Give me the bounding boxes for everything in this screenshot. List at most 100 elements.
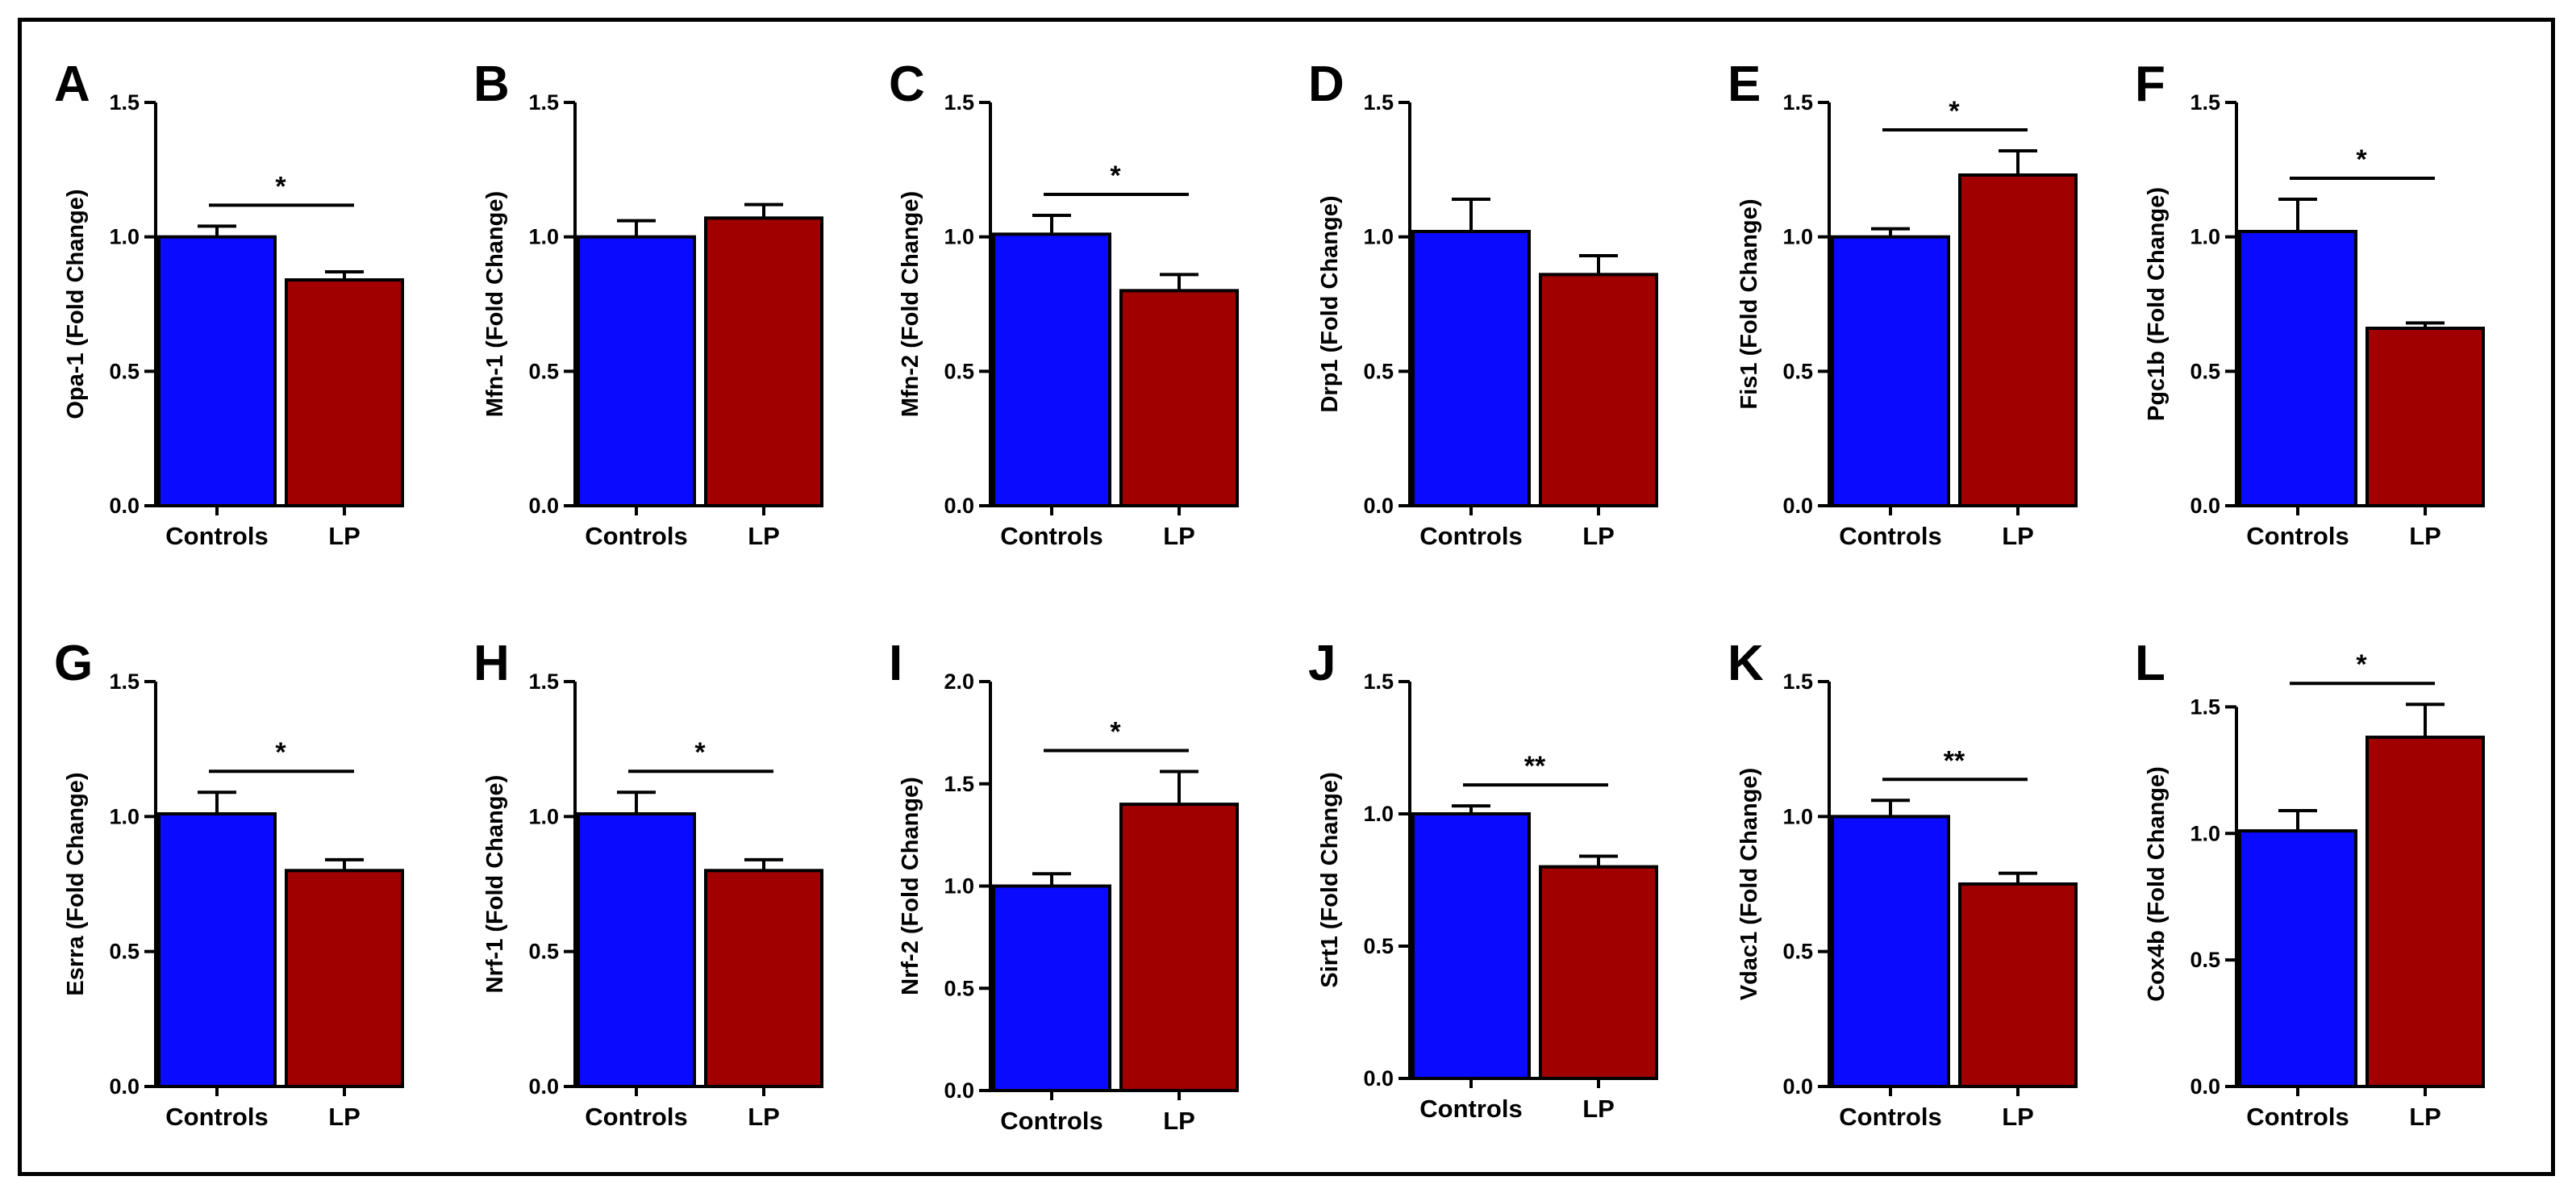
x-tick-label: Controls xyxy=(1419,1095,1522,1123)
panel-label: K xyxy=(1728,636,1764,691)
x-tick-label: LP xyxy=(328,522,361,550)
panel-b: B 0.0 0.5 1.0 1.5 Mfn-1 (Fold Change) Controls… xyxy=(472,38,891,554)
chart-d: D 0.0 0.5 1.0 1.5 Drp1 (Fold Change) Controls L… xyxy=(1308,56,1658,550)
bar-lp xyxy=(1539,273,1658,507)
panel-l: L 0.0 0.5 1.0 1.5 Cox4b (Fold Change) Controls… xyxy=(2133,623,2553,1139)
chart-e: E 0.0 0.5 1.0 1.5 Fis1 (Fold Change) Controls L… xyxy=(1728,56,2078,550)
y-tick-label: 1.0 xyxy=(109,225,140,249)
y-tick-label: 0.5 xyxy=(528,359,559,383)
x-tick-label: LP xyxy=(2409,1103,2441,1131)
panel-label: A xyxy=(54,56,90,112)
y-tick-label: 0.0 xyxy=(528,494,559,518)
panel-label: E xyxy=(1728,56,1761,112)
chart-l: L 0.0 0.5 1.0 1.5 Cox4b (Fold Change) Controls… xyxy=(2135,636,2485,1131)
x-tick-label: Controls xyxy=(165,1103,268,1131)
y-tick-label: 1.5 xyxy=(1363,90,1394,115)
y-axis-label: Nrf-2 (Fold Change) xyxy=(898,777,923,995)
panel-label: J xyxy=(1308,636,1336,691)
y-tick-label: 1.5 xyxy=(109,90,140,115)
y-tick-label: 1.5 xyxy=(528,669,559,694)
y-tick-label: 0.5 xyxy=(528,940,559,964)
significance-marker: * xyxy=(1949,96,1960,127)
panel-i: I 0.0 0.5 1.0 1.5 2.0 Nrf-2 (Fold Change) Contr… xyxy=(887,623,1307,1139)
y-tick-label: 0.5 xyxy=(944,359,974,383)
panel-a: A 0.0 0.5 1.0 1.5 Opa-1 (Fold Change) Controls… xyxy=(52,38,472,554)
panel-c: C 0.0 0.5 1.0 1.5 Mfn-2 (Fold Change) Controls… xyxy=(887,38,1307,554)
x-tick-label: Controls xyxy=(1000,522,1103,550)
x-tick-label: LP xyxy=(2409,522,2441,550)
significance-marker: * xyxy=(275,737,286,768)
panel-d: D 0.0 0.5 1.0 1.5 Drp1 (Fold Change) Controls L… xyxy=(1307,38,1726,554)
chart-b: B 0.0 0.5 1.0 1.5 Mfn-1 (Fold Change) Controls… xyxy=(473,56,823,550)
panel-f: F 0.0 0.5 1.0 1.5 Pgc1b (Fold Change) Controls… xyxy=(2133,38,2553,554)
x-tick-label: Controls xyxy=(2246,1103,2349,1131)
y-tick-label: 1.5 xyxy=(1782,669,1813,694)
bar-lp xyxy=(285,869,404,1088)
y-tick-label: 0.0 xyxy=(944,494,974,518)
y-axis-label: Fis1 (Fold Change) xyxy=(1736,199,1762,410)
chart-k: K 0.0 0.5 1.0 1.5 Vdac1 (Fold Change) Controls… xyxy=(1728,636,2078,1131)
y-tick-label: 0.0 xyxy=(528,1074,559,1099)
y-tick-label: 0.0 xyxy=(1782,1074,1813,1099)
y-tick-label: 0.5 xyxy=(109,359,140,383)
bar-controls xyxy=(577,811,696,1088)
y-tick-label: 1.0 xyxy=(1782,225,1813,249)
y-axis-label: Vdac1 (Fold Change) xyxy=(1736,768,1762,1000)
bar-lp xyxy=(704,869,823,1088)
bar-lp xyxy=(1958,882,2078,1088)
x-tick-label: Controls xyxy=(1419,522,1522,550)
x-tick-label: LP xyxy=(2002,1103,2034,1131)
panel-g: G 0.0 0.5 1.0 1.5 Esrra (Fold Change) Controls… xyxy=(52,623,472,1139)
bar-lp xyxy=(704,216,823,507)
y-axis-label: Sirt1 (Fold Change) xyxy=(1317,772,1343,987)
bar-controls xyxy=(992,884,1111,1092)
panel-label: H xyxy=(473,636,510,691)
y-tick-label: 0.0 xyxy=(109,494,140,518)
x-tick-label: LP xyxy=(1163,1107,1195,1135)
y-tick-label: 0.5 xyxy=(1363,934,1394,958)
x-tick-label: Controls xyxy=(1839,522,1941,550)
y-tick-label: 1.0 xyxy=(528,804,559,828)
x-tick-label: LP xyxy=(1582,1095,1615,1123)
y-tick-label: 1.0 xyxy=(1782,804,1813,828)
chart-i: I 0.0 0.5 1.0 1.5 2.0 Nrf-2 (Fold Change) Contr… xyxy=(889,636,1239,1135)
y-tick-label: 0.0 xyxy=(109,1074,140,1099)
x-tick-label: Controls xyxy=(165,522,268,550)
chart-g: G 0.0 0.5 1.0 1.5 Esrra (Fold Change) Controls… xyxy=(54,636,404,1131)
y-tick-label: 1.0 xyxy=(944,225,974,249)
bar-controls xyxy=(157,235,277,508)
bar-controls xyxy=(992,232,1111,507)
chart-a: A 0.0 0.5 1.0 1.5 Opa-1 (Fold Change) Controls… xyxy=(54,56,404,550)
y-tick-label: 1.0 xyxy=(2190,821,2220,845)
y-axis-label: Nrf-1 (Fold Change) xyxy=(482,775,508,994)
panel-label: B xyxy=(473,56,510,112)
y-tick-label: 0.5 xyxy=(1782,940,1813,964)
x-tick-label: LP xyxy=(1163,522,1195,550)
y-tick-label: 0.0 xyxy=(1782,494,1813,518)
bar-lp xyxy=(1958,173,2078,507)
panel-label: G xyxy=(54,636,93,691)
y-tick-label: 0.0 xyxy=(944,1078,974,1103)
y-axis-label: Opa-1 (Fold Change) xyxy=(63,189,89,419)
y-axis-label: Mfn-2 (Fold Change) xyxy=(898,191,923,417)
panel-e: E 0.0 0.5 1.0 1.5 Fis1 (Fold Change) Controls L… xyxy=(1726,38,2145,554)
y-tick-label: 0.5 xyxy=(944,976,974,1000)
significance-marker: ** xyxy=(1524,751,1546,782)
y-tick-label: 2.0 xyxy=(944,669,974,694)
panel-h: H 0.0 0.5 1.0 1.5 Nrf-1 (Fold Change) Controls… xyxy=(472,623,891,1139)
panel-j: J 0.0 0.5 1.0 1.5 Sirt1 (Fold Change) Controls… xyxy=(1307,623,1726,1139)
y-tick-label: 0.0 xyxy=(2190,1074,2220,1099)
significance-marker: * xyxy=(694,737,706,768)
bar-controls xyxy=(157,811,277,1088)
bar-lp xyxy=(1119,289,1239,507)
bar-controls xyxy=(1411,812,1531,1080)
y-tick-label: 0.0 xyxy=(1363,1066,1394,1091)
y-tick-label: 1.0 xyxy=(2190,225,2220,249)
y-axis-label: Mfn-1 (Fold Change) xyxy=(482,191,508,417)
y-tick-label: 1.5 xyxy=(1363,669,1394,694)
panel-label: C xyxy=(889,56,925,112)
y-tick-label: 1.5 xyxy=(528,90,559,115)
y-tick-label: 1.0 xyxy=(109,804,140,828)
bar-controls xyxy=(1411,230,1531,507)
x-tick-label: Controls xyxy=(2246,522,2349,550)
